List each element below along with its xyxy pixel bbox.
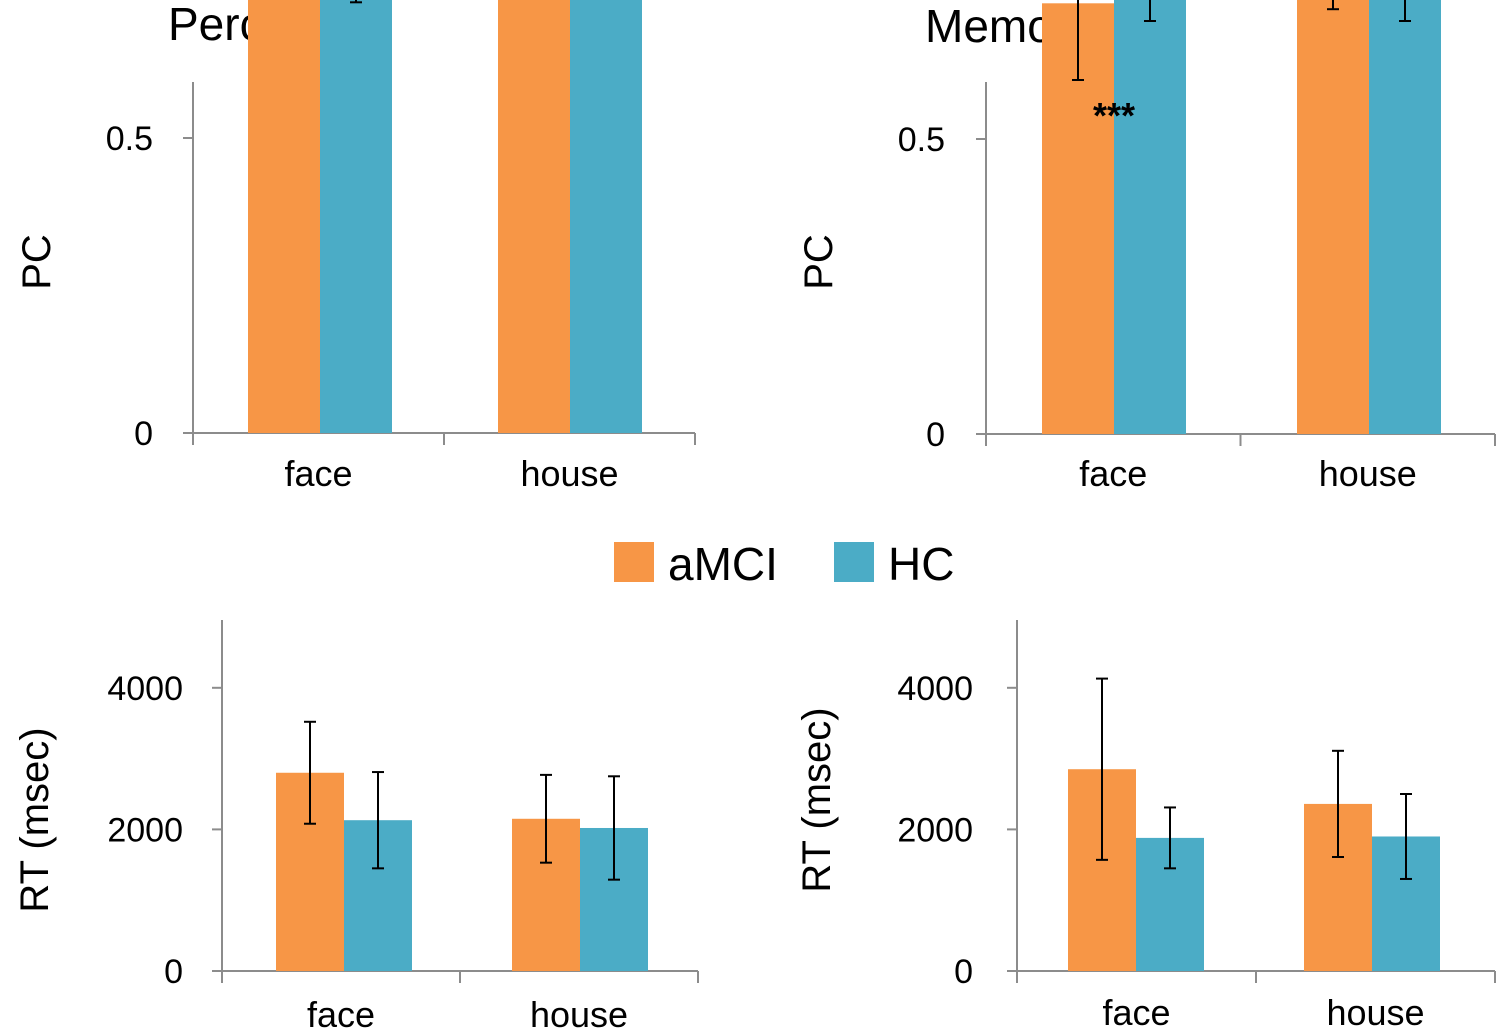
y-tick-label: 0.5 — [106, 120, 153, 158]
x-category-label: face — [1102, 992, 1170, 1033]
y-tick-label: 4000 — [897, 670, 973, 708]
bar-amci-house — [1297, 0, 1369, 434]
y-tick-label: 0.5 — [898, 121, 945, 159]
y-axis-label: RT (msec) — [795, 707, 839, 892]
y-tick-label: 0 — [134, 415, 153, 453]
significance-annotation: *** — [1093, 95, 1135, 136]
y-axis-label: PC — [797, 234, 841, 290]
x-category-label: face — [307, 994, 375, 1034]
bar-amci-house — [498, 0, 570, 434]
y-tick-label: 0 — [954, 953, 973, 991]
bar-amci-face — [248, 0, 320, 433]
legend-label-amci: aMCI — [668, 538, 778, 590]
bar-hc-face — [1114, 0, 1186, 435]
y-axis-label: RT (msec) — [13, 727, 57, 912]
chart-panel-4: RT (msec) 0 2000 4000 face house — [795, 620, 1496, 1033]
chart-panel-1: PerceptionPC00.51facehouse — [15, 0, 696, 494]
x-category-label: face — [1079, 453, 1147, 494]
x-category-label: house — [1326, 992, 1424, 1033]
x-category-label: house — [530, 994, 628, 1034]
legend-swatch-hc — [834, 542, 874, 582]
x-category-label: house — [1319, 453, 1417, 494]
bar-hc-house — [570, 0, 642, 433]
y-tick-label: 2000 — [107, 811, 183, 849]
x-category-label: house — [520, 453, 618, 494]
y-tick-label: 0 — [926, 416, 945, 454]
legend-label-hc: HC — [888, 538, 954, 590]
bar-hc-face — [320, 0, 392, 434]
y-tick-label: 2000 — [897, 811, 973, 849]
x-category-label: face — [284, 453, 352, 494]
y-tick-label: 0 — [164, 953, 183, 991]
bar-hc-house — [1369, 0, 1441, 434]
y-axis-label: PC — [15, 234, 59, 290]
legend: aMCI HC — [614, 538, 954, 590]
legend-swatch-amci — [614, 542, 654, 582]
y-tick-label: 4000 — [107, 670, 183, 708]
chart-panel-3: RT (msec) 0 2000 4000 face house — [13, 620, 699, 1034]
